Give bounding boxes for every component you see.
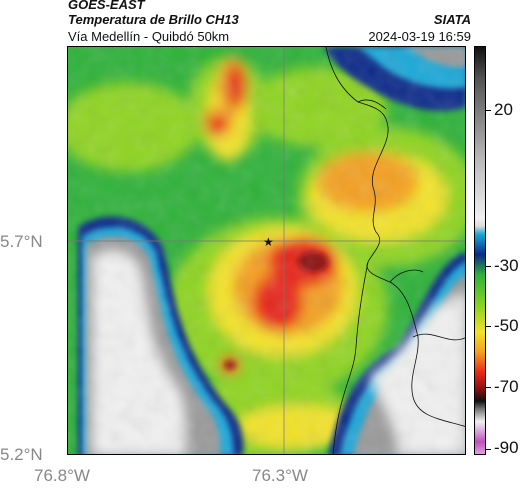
star-icon: ★ bbox=[263, 235, 274, 249]
temperature-colorbar bbox=[474, 46, 486, 455]
colorbar-tick-mark bbox=[486, 387, 491, 388]
colorbar-tick-mark bbox=[486, 266, 491, 267]
colorbar-tick-mark bbox=[486, 449, 491, 450]
x-label-76-8w: 76.8°W bbox=[34, 466, 90, 485]
route-subtitle: Vía Medellín - Quibdó 50km bbox=[68, 29, 230, 44]
map-canvas: ★ bbox=[68, 47, 465, 454]
colorbar-tick-20: 20 bbox=[494, 100, 513, 119]
y-label-5-2n: 5.2°N bbox=[0, 445, 43, 464]
source-label: SIATA bbox=[433, 12, 471, 27]
texture-overlay bbox=[68, 47, 465, 454]
y-label-5-7n: 5.7°N bbox=[0, 232, 43, 251]
colorbar-tick-neg70: -70 bbox=[494, 377, 519, 396]
colorbar-tick-neg90: -90 bbox=[494, 438, 519, 457]
colorbar-tick-mark bbox=[486, 326, 491, 327]
colorbar-tick-neg50: -50 bbox=[494, 316, 519, 335]
datetime-label: 2024-03-19 16:59 bbox=[368, 29, 471, 44]
colorbar-tick-neg30: -30 bbox=[494, 256, 519, 275]
product-title: Temperatura de Brillo CH13 bbox=[68, 12, 239, 27]
satellite-title: GOES-EAST bbox=[68, 0, 145, 12]
brightness-temperature-map: ★ bbox=[67, 46, 466, 455]
colorbar-tick-mark bbox=[486, 110, 491, 111]
x-label-76-3w: 76.3°W bbox=[252, 466, 308, 485]
admin-boundaries bbox=[325, 47, 465, 454]
